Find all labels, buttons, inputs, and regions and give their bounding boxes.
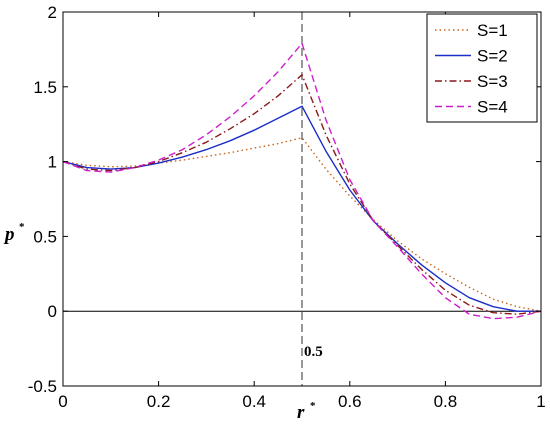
- legend-box: [426, 13, 538, 123]
- axes-frame: [62, 11, 542, 387]
- x-axis-label: r: [297, 402, 305, 423]
- x-tick-label: 0: [58, 392, 67, 411]
- y-axis-label-superscript: *: [19, 221, 25, 233]
- series-line-s1: [62, 136, 542, 312]
- y-tick-label: 1: [48, 153, 57, 172]
- legend-label-s3: S=3: [477, 72, 508, 91]
- y-tick-label: -0.5: [28, 377, 57, 396]
- y-tick-label: 0.5: [33, 227, 57, 246]
- x-axis-label-superscript: *: [310, 400, 316, 412]
- x-tick-label: 0.8: [434, 392, 458, 411]
- series-line-s3: [62, 74, 542, 315]
- x-tick-label: 0.2: [147, 392, 171, 411]
- series-line-s2: [62, 105, 541, 312]
- y-tick-label: 2: [48, 3, 57, 22]
- legend-label-s4: S=4: [477, 98, 508, 117]
- y-axis-label: p: [3, 224, 15, 245]
- series-layer: [62, 12, 542, 386]
- legend-label-s1: S=1: [477, 21, 508, 40]
- legend-label-s2: S=2: [477, 47, 508, 66]
- legend: S=1 S=2 S=3 S=4: [426, 13, 538, 123]
- series-line-s4: [62, 42, 542, 320]
- reference-line-label: 0.5: [304, 344, 323, 360]
- x-tick-label: 1: [536, 392, 545, 411]
- x-tick-label: 0.4: [242, 392, 266, 411]
- y-tick-label: 0: [48, 302, 57, 321]
- y-tick-label: 1.5: [33, 78, 57, 97]
- x-tick-label: 0.6: [338, 392, 362, 411]
